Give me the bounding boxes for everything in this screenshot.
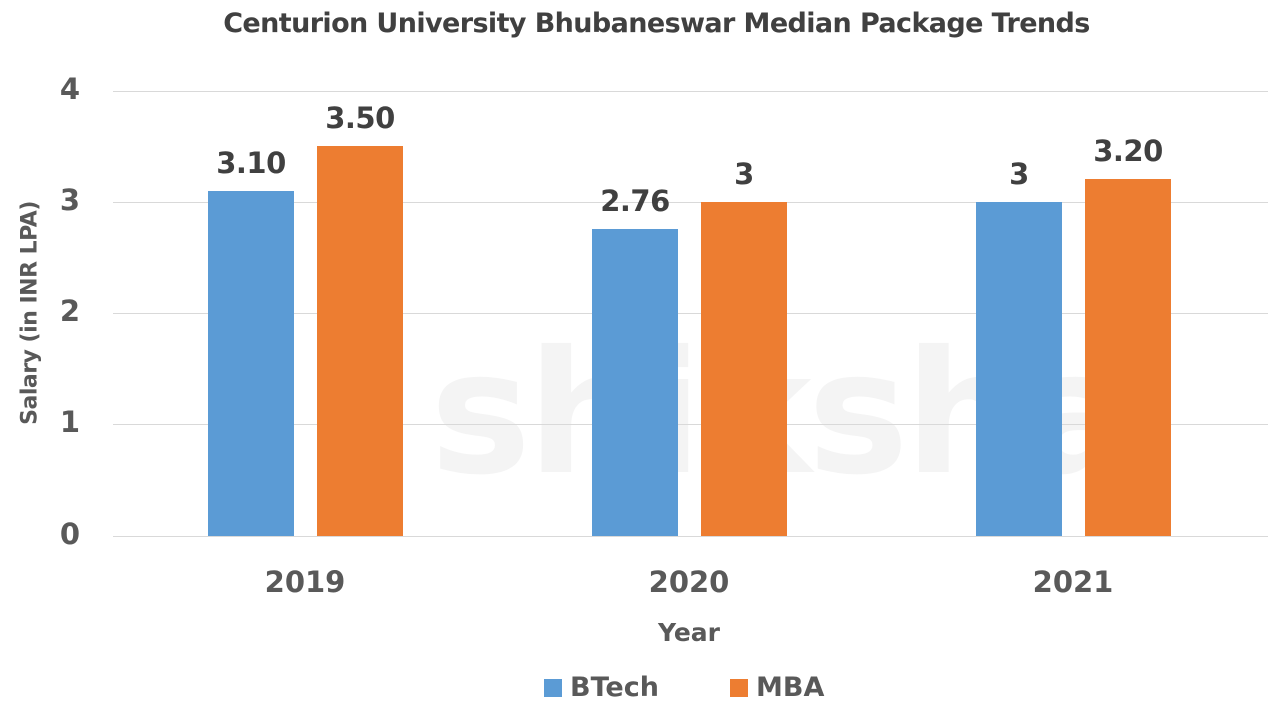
y-tick-2: 2 [59, 294, 80, 328]
legend-item-btech: BTech [544, 672, 659, 703]
legend: BTech MBA [0, 672, 1280, 706]
y-axis-label: Salary (in INR LPA) [17, 201, 43, 425]
bar-mba-2019 [317, 146, 403, 536]
legend-swatch-btech [544, 678, 562, 697]
data-label-btech-2019: 3.10 [216, 146, 286, 180]
bar-btech-2020 [592, 229, 678, 536]
y-tick-4: 4 [59, 72, 80, 106]
x-axis-line [113, 536, 1268, 537]
data-label-mba-2019: 3.50 [325, 101, 395, 135]
bar-mba-2020 [701, 202, 787, 536]
bar-btech-2021 [976, 202, 1062, 536]
legend-label-btech: BTech [570, 672, 659, 703]
gridline-4 [113, 91, 1268, 92]
y-tick-3: 3 [59, 183, 80, 217]
x-tick-2021: 2021 [1032, 565, 1114, 599]
x-tick-2019: 2019 [264, 565, 346, 599]
legend-label-mba: MBA [756, 672, 825, 703]
x-axis-label: Year [658, 618, 720, 647]
data-label-btech-2021: 3 [1009, 157, 1029, 191]
data-label-mba-2021: 3.20 [1093, 134, 1163, 168]
bar-btech-2019 [208, 191, 294, 536]
gridline-1 [113, 424, 1268, 425]
y-tick-0: 0 [59, 517, 80, 551]
legend-swatch-mba [730, 678, 748, 697]
gridline-3 [113, 202, 1268, 203]
bar-mba-2021 [1085, 179, 1171, 536]
gridline-2 [113, 313, 1268, 314]
data-label-btech-2020: 2.76 [600, 184, 670, 218]
data-label-mba-2020: 3 [734, 157, 754, 191]
chart-title: Centurion University Bhubaneswar Median … [223, 8, 1090, 39]
x-tick-2020: 2020 [648, 565, 730, 599]
y-tick-1: 1 [59, 405, 80, 439]
legend-item-mba: MBA [730, 672, 824, 703]
